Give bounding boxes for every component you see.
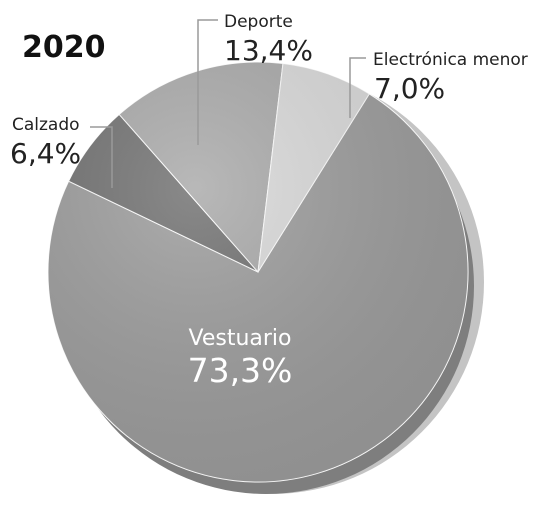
slice-label: Vestuario bbox=[188, 326, 291, 351]
slice-value-label: 73,3% bbox=[188, 351, 293, 390]
leader-lines bbox=[90, 19, 366, 188]
chart-title: 2020 bbox=[22, 30, 106, 65]
pie bbox=[47, 61, 469, 483]
slice-value-label: 6,4% bbox=[10, 137, 81, 170]
slice-label: Deporte bbox=[224, 12, 293, 32]
slice-value-label: 7,0% bbox=[374, 72, 445, 105]
slice-label: Calzado bbox=[12, 115, 80, 135]
slice-value-label: 13,4% bbox=[224, 34, 313, 67]
slice-label: Electrónica menor bbox=[373, 50, 528, 70]
